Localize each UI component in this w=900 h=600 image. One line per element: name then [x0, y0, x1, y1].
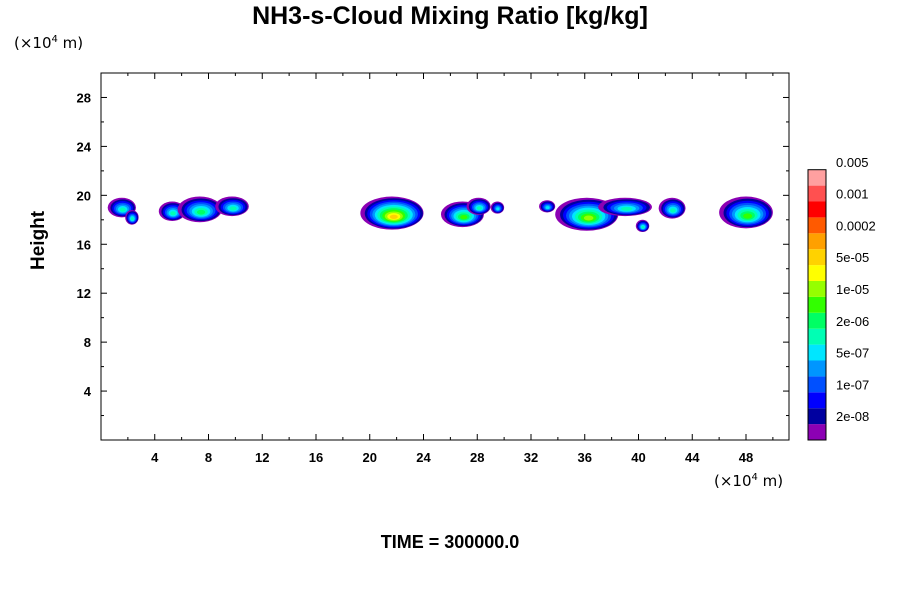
cloud-contour — [583, 215, 594, 221]
cloud-patch — [539, 200, 556, 213]
y-tick-label: 12 — [77, 286, 91, 301]
y-tick-label: 4 — [84, 384, 92, 399]
cloud-contour — [496, 207, 500, 211]
colorbar-swatch — [808, 265, 826, 281]
colorbar-swatch — [808, 424, 826, 440]
cloud-field — [107, 196, 773, 233]
colorbar-frame — [807, 169, 827, 441]
x-tick-label: 12 — [255, 450, 269, 465]
y-tick-label: 8 — [84, 335, 91, 350]
x-tick-label: 24 — [416, 450, 431, 465]
x-tick-label: 36 — [578, 450, 592, 465]
cloud-patch — [215, 196, 249, 217]
x-tick-label: 20 — [363, 450, 377, 465]
cloud-patch — [440, 201, 484, 228]
cloud-patch — [466, 197, 491, 215]
colorbar-swatch — [808, 328, 826, 345]
colorbar-label: 0.001 — [836, 187, 869, 202]
x-tick-label: 16 — [309, 450, 323, 465]
y-tick-label: 20 — [77, 188, 91, 203]
cloud-contour — [119, 207, 126, 212]
colorbar: 2e-08 1e-07 5e-07 2e-06 1e-05 5e-05 0.0002 0.00… — [807, 155, 876, 441]
colorbar-label: 0.0002 — [836, 218, 876, 233]
cloud-contour — [545, 206, 550, 210]
cloud-contour — [389, 214, 398, 219]
cloud-contour — [196, 209, 206, 215]
x-axis-unit: (×104 m) — [714, 472, 784, 490]
colorbar-swatch — [808, 169, 826, 186]
x-tick-label: 40 — [631, 450, 645, 465]
cloud-patch — [490, 201, 505, 214]
x-tick-label: 32 — [524, 450, 538, 465]
y-tick-label: 24 — [77, 139, 92, 154]
colorbar-swatch — [808, 376, 826, 393]
cloud-patch — [125, 210, 139, 225]
cloud-contour — [670, 208, 676, 213]
colorbar-label: 5e-07 — [836, 346, 869, 361]
colorbar-swatch — [808, 233, 826, 250]
cloud-contour — [641, 225, 645, 229]
time-label: TIME = 300000.0 — [380, 532, 520, 552]
colorbar-swatch — [808, 249, 826, 266]
y-tick-label: 28 — [77, 90, 91, 105]
colorbar-label: 2e-06 — [836, 314, 869, 329]
cloud-patch — [555, 197, 619, 231]
x-tick-label: 44 — [685, 450, 700, 465]
y-tick-label: 16 — [77, 237, 91, 252]
cloud-patch — [635, 219, 650, 233]
colorbar-swatch — [808, 344, 826, 361]
x-tick-label: 48 — [739, 450, 753, 465]
chart-title: NH3-s-Cloud Mixing Ratio [kg/kg] — [252, 2, 648, 30]
plot-frame — [100, 72, 790, 441]
y-axis-unit: (×104 m) — [14, 34, 84, 52]
cloud-patch — [360, 196, 424, 230]
colorbar-swatch — [808, 201, 826, 218]
x-tick-label: 4 — [151, 450, 159, 465]
colorbar-swatch — [808, 392, 826, 409]
x-tick-label: 8 — [205, 450, 212, 465]
colorbar-label: 0.005 — [836, 155, 869, 170]
colorbar-swatch — [808, 360, 826, 377]
colorbar-label: 2e-08 — [836, 409, 869, 424]
colorbar-swatch — [808, 185, 826, 202]
colorbar-swatch — [808, 281, 826, 297]
cloud-patch — [158, 201, 186, 222]
colorbar-swatch — [808, 312, 826, 329]
cloud-patch — [598, 197, 652, 217]
cloud-contour — [621, 206, 633, 211]
cloud-patch — [658, 197, 686, 219]
x-tick-label: 28 — [470, 450, 484, 465]
colorbar-swatch — [808, 296, 826, 313]
colorbar-label: 1e-07 — [836, 377, 869, 392]
colorbar-label: 1e-05 — [836, 282, 869, 297]
colorbar-swatch — [808, 408, 826, 425]
cloud-patch — [177, 196, 222, 223]
cloud-patch — [719, 196, 773, 229]
colorbar-label: 5e-05 — [836, 250, 869, 265]
cloud-contour — [170, 211, 176, 216]
cloud-contour — [130, 217, 134, 221]
cloud-contour — [229, 206, 237, 211]
cloud-contour — [460, 215, 468, 220]
cloud-contour — [743, 213, 753, 219]
cloud-contour — [476, 206, 482, 210]
colorbar-swatch — [808, 217, 826, 234]
